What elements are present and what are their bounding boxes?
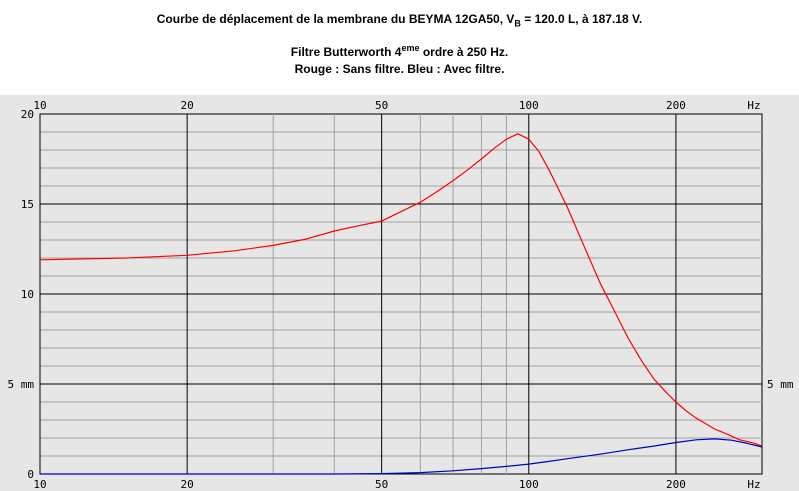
x-tick-label-top: 200 <box>666 99 686 112</box>
chart-subtitle-filter: Filtre Butterworth 4eme ordre à 250 Hz. <box>0 43 799 60</box>
y-tick-label: 0 <box>27 468 34 481</box>
subtitle-superscript: eme <box>401 43 420 53</box>
y-tick-label: 5 mm <box>8 378 35 391</box>
x-tick-label-bottom: 20 <box>181 478 194 491</box>
x-tick-label-bottom: 100 <box>519 478 539 491</box>
x-tick-label-top: 100 <box>519 99 539 112</box>
x-tick-label-bottom: 200 <box>666 478 686 491</box>
x-tick-label-bottom: 10 <box>33 478 46 491</box>
x-tick-label-top: 20 <box>181 99 194 112</box>
series-line-blue <box>40 438 763 475</box>
y-tick-label-right: 5 mm <box>767 378 794 391</box>
chart-subtitle-legend: Rouge : Sans filtre. Bleu : Avec filtre. <box>294 62 505 76</box>
y-tick-label: 15 <box>21 198 34 211</box>
subtitle-suffix: ordre à 250 Hz. <box>419 45 509 59</box>
chart-header: Courbe de déplacement de la membrane du … <box>0 0 799 90</box>
x-tick-label-bottom: 50 <box>375 478 388 491</box>
subtitle-prefix: Filtre Butterworth 4 <box>290 45 402 59</box>
x-tick-label-top: 10 <box>33 99 46 112</box>
x-tick-label-top: 50 <box>375 99 388 112</box>
title-suffix: = 120.0 L, à 187.18 V. <box>520 12 643 26</box>
title-subscript: B <box>514 18 521 29</box>
x-unit-label-top: Hz <box>747 99 760 112</box>
chart-title: Courbe de déplacement de la membrane du … <box>0 12 799 29</box>
series-line-red <box>39 133 763 447</box>
y-tick-label: 10 <box>21 288 34 301</box>
x-unit-label-bottom: Hz <box>747 478 760 491</box>
y-tick-label: 20 <box>21 108 34 121</box>
title-prefix: Courbe de déplacement de la membrane du … <box>156 12 515 26</box>
